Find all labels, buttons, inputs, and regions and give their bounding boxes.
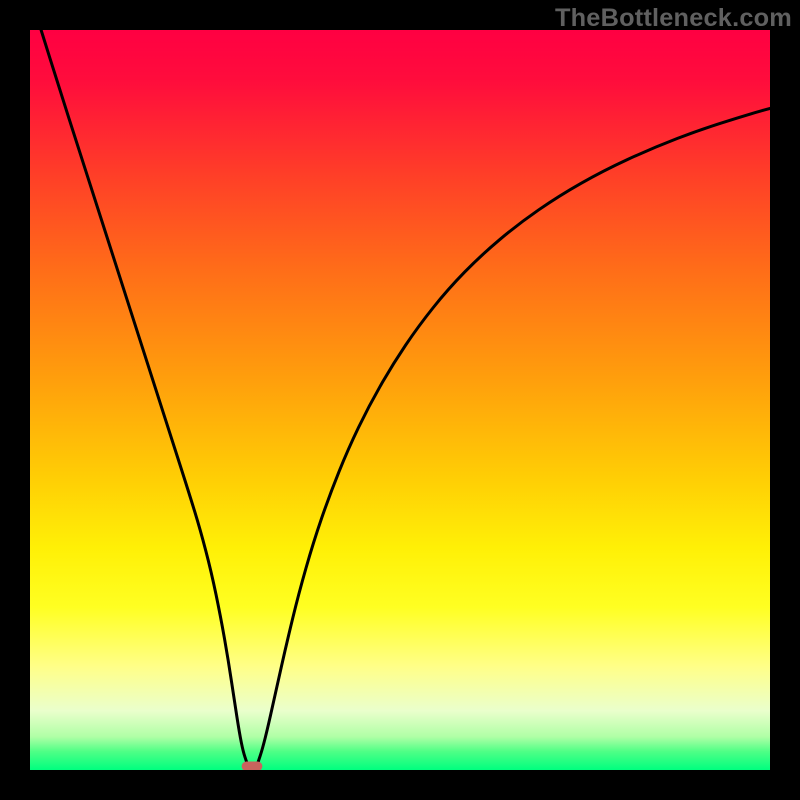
- chart-frame: TheBottleneck.com: [0, 0, 800, 800]
- curve-right-branch: [258, 108, 770, 762]
- bottleneck-curve-chart: [0, 0, 800, 800]
- curve-left-branch: [41, 30, 247, 763]
- optimum-marker: [242, 761, 263, 771]
